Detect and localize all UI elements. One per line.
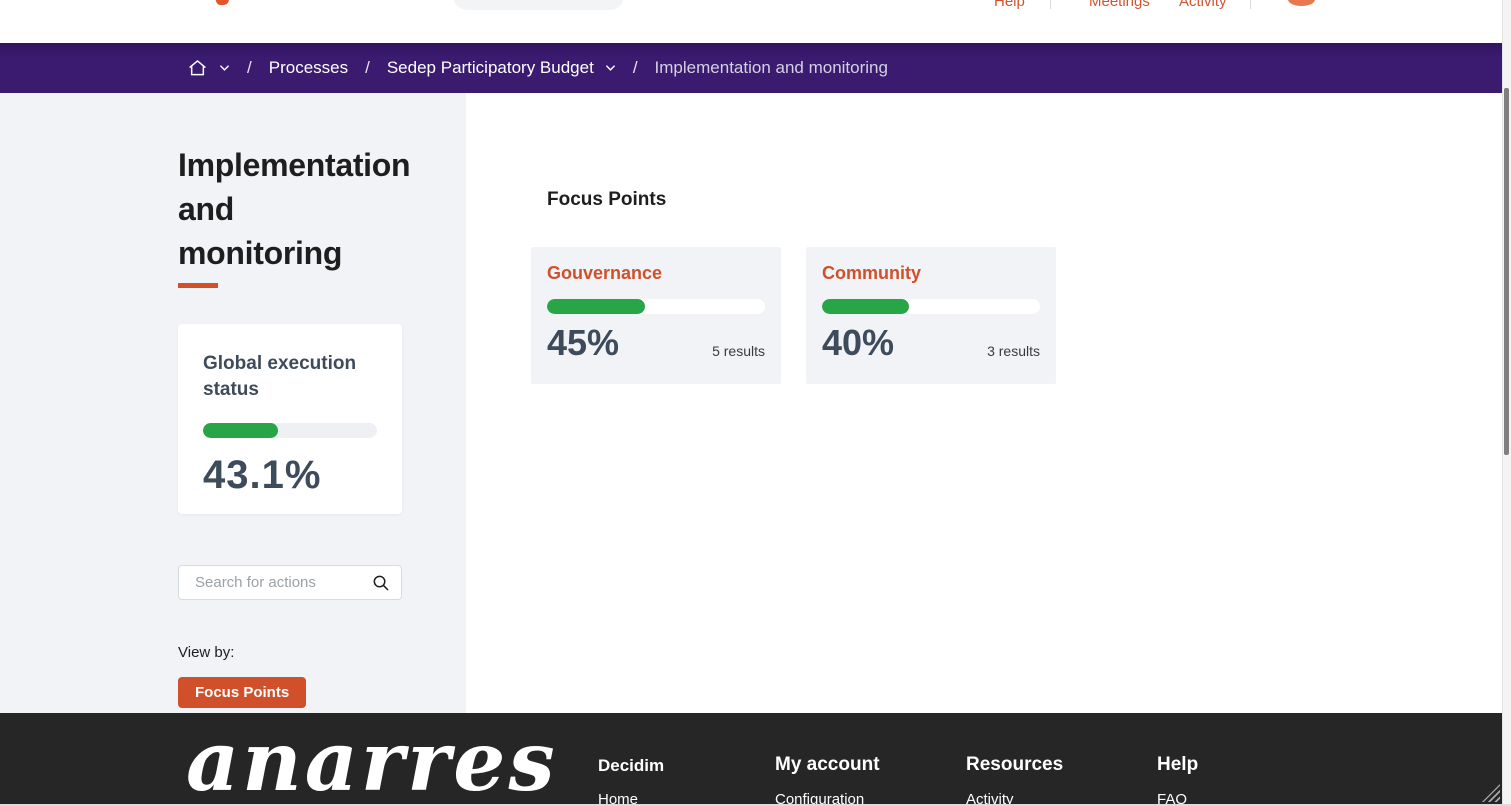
home-icon[interactable]: [187, 58, 208, 78]
footer-link-faq[interactable]: FAQ: [1157, 791, 1188, 806]
sidebar: Implementation and monitoring Global exe…: [0, 93, 466, 713]
footer-column-decidim: Decidim Home: [598, 754, 664, 806]
footer-heading: Help: [1157, 754, 1199, 775]
footer-heading: Resources: [966, 754, 1064, 775]
breadcrumb-separator: /: [632, 58, 638, 77]
page-title: Implementation and monitoring: [178, 147, 411, 271]
header-divider: [1250, 0, 1251, 9]
view-by-label: View by:: [178, 644, 235, 661]
content-region: Implementation and monitoring Global exe…: [0, 93, 1511, 713]
breadcrumb-separator: /: [365, 58, 370, 77]
global-execution-status-card: Global execution status 43.1%: [178, 324, 402, 514]
footer-link-configuration[interactable]: Configuration: [775, 791, 865, 806]
footer-column-resources: Resources Activity: [966, 754, 1063, 806]
header-search-field[interactable]: [453, 0, 624, 10]
nav-meetings-link[interactable]: Meetings: [1089, 0, 1150, 10]
focus-point-card-community[interactable]: Community 40% 3 results: [806, 247, 1056, 384]
actions-search-box: [178, 565, 402, 600]
anarres-logo: anarres: [186, 714, 558, 806]
footer-heading: My account: [775, 754, 880, 775]
search-icon[interactable]: [371, 573, 390, 592]
breadcrumb-process-name[interactable]: Sedep Participatory Budget: [386, 58, 594, 77]
view-by-focus-points-button[interactable]: Focus Points: [178, 677, 307, 708]
chevron-down-icon[interactable]: [219, 63, 230, 73]
top-header: Help Meetings Activity: [0, 0, 1511, 43]
breadcrumb: / Processes / Sedep Participatory Budget…: [0, 43, 1511, 93]
chevron-down-icon[interactable]: [605, 63, 616, 73]
global-progress-fill: [203, 423, 278, 438]
focus-points-heading: Focus Points: [547, 189, 667, 210]
progress-bar: [822, 299, 1040, 314]
focus-point-title-link[interactable]: Community: [822, 263, 921, 283]
global-progress-bar: [203, 423, 377, 438]
nav-help-link[interactable]: Help: [994, 0, 1025, 10]
breadcrumb-separator: /: [247, 58, 252, 77]
footer-link-home[interactable]: Home: [598, 791, 639, 806]
focus-point-title-link[interactable]: Gouvernance: [547, 263, 663, 283]
status-card-title: Global execution status: [203, 353, 357, 400]
progress-fill: [822, 299, 910, 314]
progress-bar: [547, 299, 765, 314]
focus-point-cards: Gouvernance 45% 5 results Community 40% …: [531, 247, 1511, 384]
footer-column-help: Help FAQ: [1157, 754, 1198, 806]
progress-percent: 40%: [822, 322, 895, 363]
global-progress-percent: 43.1%: [203, 453, 322, 497]
breadcrumb-processes[interactable]: Processes: [268, 58, 349, 77]
scrollbar-thumb[interactable]: [1504, 88, 1509, 455]
results-count: 5 results: [712, 343, 765, 359]
progress-fill: [547, 299, 646, 314]
nav-activity-link[interactable]: Activity: [1179, 0, 1227, 10]
window-bottom-edge: [0, 804, 1511, 806]
progress-percent: 45%: [547, 322, 620, 363]
title-accent-underline: [178, 283, 218, 288]
scrollbar-track[interactable]: [1502, 0, 1511, 806]
footer-column-my-account: My account Configuration: [775, 754, 880, 806]
search-input[interactable]: [193, 573, 371, 592]
footer: anarres Decidim Home My account Configur…: [0, 713, 1511, 806]
user-avatar[interactable]: [1288, 0, 1315, 6]
header-divider: [1050, 0, 1051, 9]
main-panel: Focus Points Gouvernance 45% 5 results C…: [466, 93, 1511, 713]
site-logo-fragment[interactable]: [215, 0, 230, 6]
resize-grip-icon[interactable]: [1482, 784, 1500, 802]
footer-link-activity[interactable]: Activity: [966, 791, 1014, 806]
breadcrumb-current-page: Implementation and monitoring: [654, 58, 888, 77]
footer-heading: Decidim: [598, 756, 665, 775]
results-count: 3 results: [987, 343, 1040, 359]
focus-point-card-gouvernance[interactable]: Gouvernance 45% 5 results: [531, 247, 781, 384]
